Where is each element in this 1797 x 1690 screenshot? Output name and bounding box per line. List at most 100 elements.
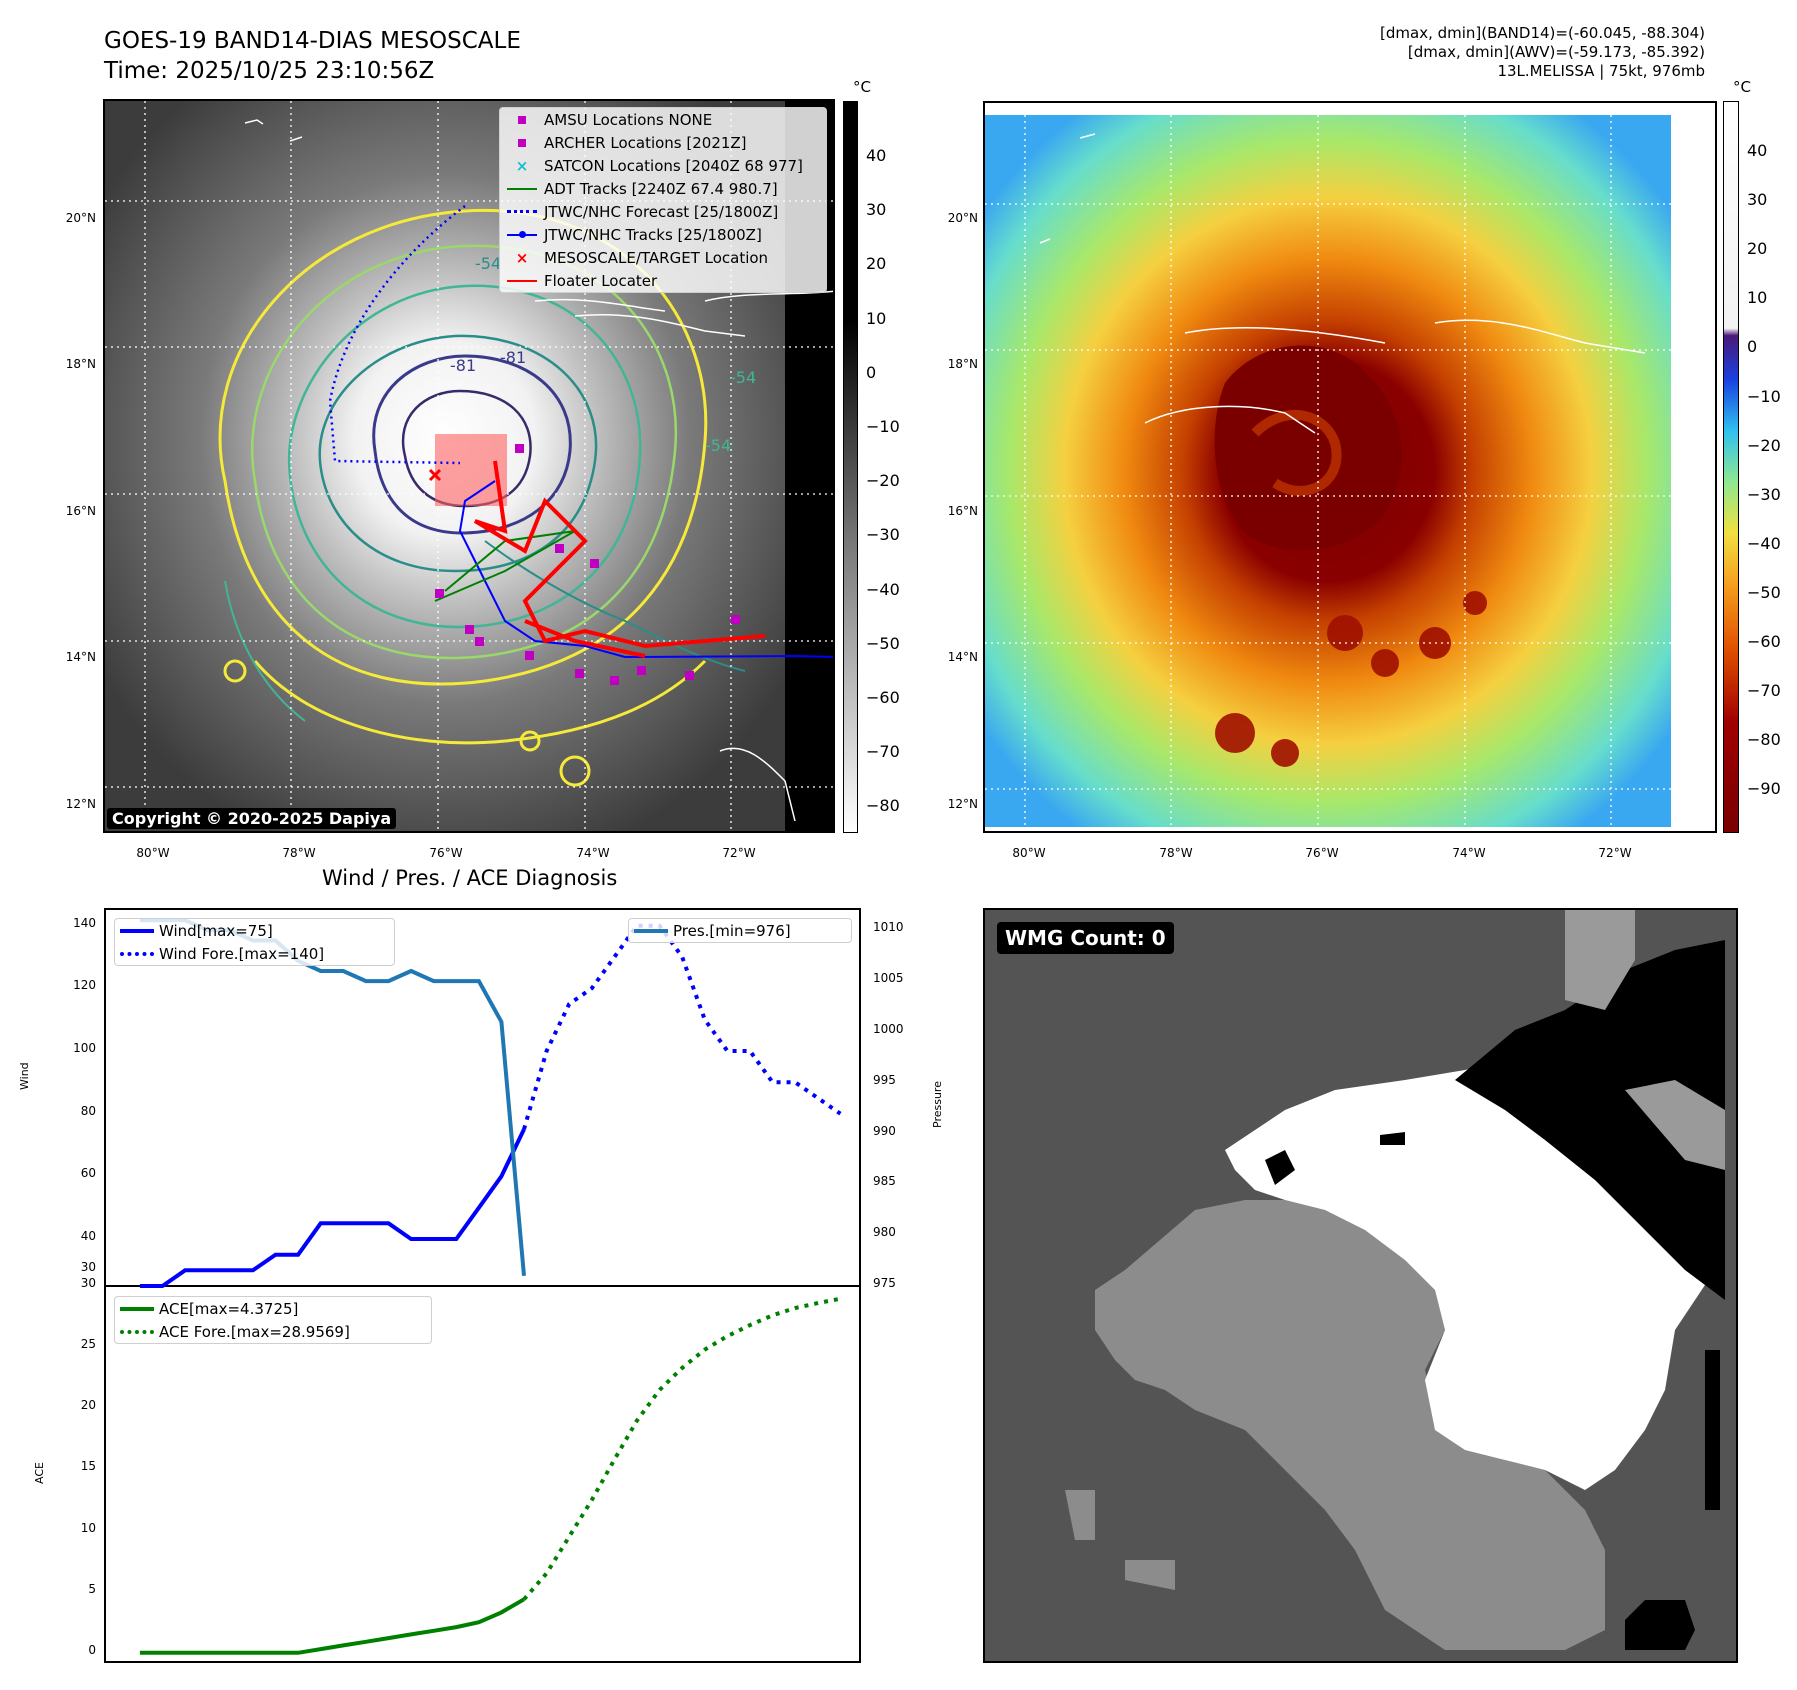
diagnosis-chart bbox=[106, 918, 859, 1655]
colorbar-right-tick: 10 bbox=[1747, 288, 1768, 308]
colorbar-right-tick: −10 bbox=[1747, 386, 1781, 406]
x-marker-icon: × bbox=[515, 156, 529, 175]
colorbar-right-tick: −40 bbox=[1747, 533, 1781, 553]
awv-lat-label-14n: 14°N bbox=[947, 650, 978, 664]
pressure-tick: 1005 bbox=[873, 971, 904, 986]
awv-lon-label-74w: 74°W bbox=[1452, 846, 1486, 860]
legend-wind: Wind[max=75] bbox=[115, 919, 394, 942]
lat-label-16n: 16°N bbox=[65, 504, 96, 518]
pressure-tick: 975 bbox=[873, 1276, 896, 1290]
nhc-track bbox=[458, 480, 833, 659]
archer-points bbox=[435, 444, 740, 685]
colorbar-right-tick: −20 bbox=[1747, 435, 1781, 455]
awv-lat-label-18n: 18°N bbox=[947, 357, 978, 371]
colorbar-left-tick: −20 bbox=[866, 471, 900, 491]
info-band14: [dmax, dmin](BAND14)=(-60.045, -88.304) bbox=[1380, 24, 1705, 42]
colorbar-left-tick: 0 bbox=[866, 362, 877, 382]
wind-tick: 80 bbox=[80, 1103, 96, 1118]
wmg-count-badge: WMG Count: 0 bbox=[997, 922, 1174, 954]
ace-series-line bbox=[139, 1597, 526, 1655]
line-dot-icon bbox=[500, 230, 544, 238]
awv-grid bbox=[985, 103, 1715, 831]
colorbar-left-tick: −50 bbox=[866, 633, 900, 653]
ace-forecast-series-line bbox=[522, 1296, 841, 1601]
colorbar-left-tick: −60 bbox=[866, 688, 900, 707]
pressure-tick: 995 bbox=[873, 1072, 896, 1087]
colorbar-right-tick: −90 bbox=[1747, 779, 1781, 799]
contour-label-1: -54 bbox=[475, 254, 501, 273]
pressure-tick: 1010 bbox=[873, 920, 904, 935]
band14-contours bbox=[218, 208, 746, 787]
colorbar-left-tick: 40 bbox=[866, 146, 887, 165]
pressure-tick: 990 bbox=[873, 1123, 896, 1138]
lon-label-80w: 80°W bbox=[136, 846, 170, 860]
legend-target: × MESOSCALE/TARGET Location bbox=[500, 246, 826, 269]
lat-label-18n: 18°N bbox=[65, 357, 96, 371]
pressure-tick: 980 bbox=[873, 1225, 896, 1240]
wmg-grid bbox=[1065, 910, 1725, 1650]
info-storm: 13L.MELISSA | 75kt, 976mb bbox=[1497, 62, 1705, 80]
contour-label-4: -54 bbox=[730, 368, 756, 387]
ace-tick: 20 bbox=[80, 1398, 96, 1413]
colorbar-right-tick: −70 bbox=[1747, 681, 1781, 701]
line-icon bbox=[115, 1306, 159, 1311]
legend-satcon: × SATCON Locations [2040Z 68 977] bbox=[500, 154, 826, 177]
target-marker bbox=[428, 468, 442, 482]
lon-label-72w: 72°W bbox=[722, 846, 756, 860]
map-legend: AMSU Locations NONE ARCHER Locations [20… bbox=[499, 107, 827, 293]
lat-label-12n: 12°N bbox=[65, 797, 96, 811]
colorbar-left-tick: −10 bbox=[866, 417, 900, 436]
wind-legend: Wind[max=75] Wind Fore.[max=140] bbox=[114, 918, 395, 966]
square-marker-icon bbox=[500, 138, 544, 147]
legend-pressure: Pres.[min=976] bbox=[629, 919, 851, 942]
contour-label-3: -81 bbox=[500, 348, 526, 367]
contour-label-2: -81 bbox=[450, 356, 476, 375]
ace-tick: 30 bbox=[80, 1276, 96, 1290]
copyright-badge: Copyright © 2020-2025 Dapiya bbox=[107, 808, 397, 829]
legend-forecast: JTWC/NHC Forecast [25/1800Z] bbox=[500, 200, 826, 223]
colorbar-left-tick: 30 bbox=[866, 200, 887, 220]
dotted-line-icon bbox=[115, 951, 159, 956]
colorbar-left-tick: −80 bbox=[866, 796, 900, 816]
wind-tick: 40 bbox=[80, 1229, 96, 1243]
wind-tick: 60 bbox=[80, 1166, 96, 1181]
colorbar-right-tick: −50 bbox=[1747, 582, 1781, 602]
awv-lon-label-76w: 76°W bbox=[1305, 846, 1339, 860]
wind-tick: 100 bbox=[73, 1041, 96, 1055]
lat-label-20n: 20°N bbox=[65, 211, 96, 225]
colorbar-right-tick: −80 bbox=[1747, 730, 1781, 750]
ace-tick: 5 bbox=[88, 1581, 96, 1596]
awv-lat-label-16n: 16°N bbox=[947, 504, 978, 518]
awv-lat-label-20n: 20°N bbox=[947, 211, 978, 225]
awv-lon-label-78w: 78°W bbox=[1159, 846, 1193, 860]
figure-title: GOES-19 BAND14-DIAS MESOSCALE bbox=[104, 28, 521, 54]
colorbar-left-tick: 10 bbox=[866, 308, 887, 328]
ace-tick: 25 bbox=[80, 1337, 96, 1352]
legend-amsu: AMSU Locations NONE bbox=[500, 108, 826, 131]
line-icon bbox=[629, 928, 673, 933]
diagnosis-panel: Wind[max=75] Wind Fore.[max=140] Pres.[m… bbox=[104, 908, 861, 1663]
lat-label-14n: 14°N bbox=[65, 650, 96, 664]
legend-adt: ADT Tracks [2240Z 67.4 980.7] bbox=[500, 177, 826, 200]
line-icon bbox=[115, 928, 159, 933]
colorbar-left-tick: 20 bbox=[866, 254, 887, 274]
awv-lon-label-72w: 72°W bbox=[1598, 846, 1632, 860]
colorbar-right-tick: 0 bbox=[1747, 337, 1758, 357]
colorbar-right-tick: 20 bbox=[1747, 239, 1768, 259]
awv-coastline bbox=[1039, 133, 1646, 434]
diagnosis-title: Wind / Pres. / ACE Diagnosis bbox=[322, 866, 618, 890]
square-marker-icon bbox=[500, 115, 544, 124]
colorbar-right-tick: 40 bbox=[1747, 141, 1768, 160]
awv-lat-label-12n: 12°N bbox=[947, 797, 978, 811]
figure-time: Time: 2025/10/25 23:10:56Z bbox=[104, 58, 435, 84]
ace-tick: 10 bbox=[80, 1520, 96, 1535]
legend-wind-fore: Wind Fore.[max=140] bbox=[115, 942, 394, 965]
colorbar-right bbox=[1723, 101, 1739, 833]
pressure-axis-label: Pressure bbox=[931, 1081, 944, 1128]
wind-tick: 140 bbox=[73, 915, 96, 930]
floater-locater-track bbox=[473, 460, 766, 658]
colorbar-right-tick: −60 bbox=[1747, 632, 1781, 651]
awv-map-panel bbox=[983, 101, 1717, 833]
ace-axis-label: ACE bbox=[33, 1462, 46, 1484]
colorbar-left-tick: −40 bbox=[866, 579, 900, 599]
